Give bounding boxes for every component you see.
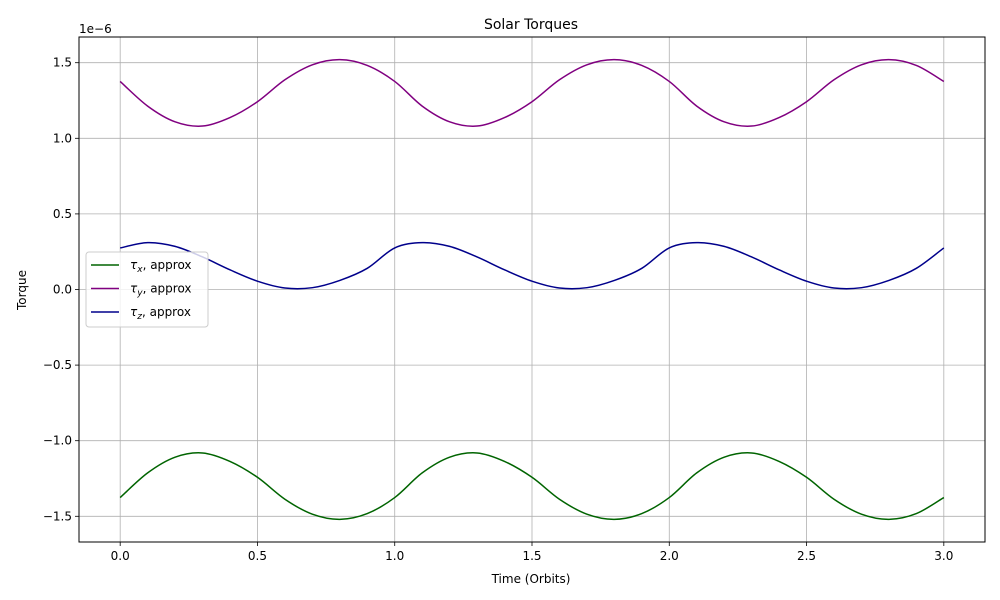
x-tick-label: 1.0 bbox=[385, 549, 404, 563]
legend-box bbox=[85, 251, 209, 328]
legend-label-y: τy, approx bbox=[130, 282, 192, 299]
series-line-y bbox=[119, 58, 945, 127]
y-tick-label: 0.5 bbox=[53, 207, 72, 221]
series-line-x bbox=[119, 452, 945, 521]
x-tick-label: 0.0 bbox=[111, 549, 130, 563]
x-axis-label: Time (Orbits) bbox=[491, 572, 571, 586]
y-tick-label: −0.5 bbox=[43, 358, 72, 372]
y-axis-label: Torque bbox=[15, 270, 29, 311]
y-offset-label: 1e−6 bbox=[79, 22, 112, 36]
x-tick-label: 2.5 bbox=[797, 549, 816, 563]
grid bbox=[79, 37, 985, 542]
series-line-z bbox=[120, 241, 945, 290]
x-tick-label: 1.5 bbox=[522, 549, 541, 563]
y-tick-label: 1.0 bbox=[53, 131, 72, 145]
x-tick-label: 2.0 bbox=[660, 549, 679, 563]
y-axis: −1.5 −1.0 −0.5 0.0 0.5 1.0 1.5 bbox=[43, 56, 79, 523]
x-tick-label: 0.5 bbox=[248, 549, 267, 563]
legend-label-z: τz, approx bbox=[130, 305, 191, 322]
series-layer bbox=[119, 58, 945, 521]
legend-label-x: τx, approx bbox=[130, 258, 192, 275]
x-axis: 0.0 0.5 1.0 1.5 2.0 2.5 3.0 bbox=[111, 542, 953, 563]
y-tick-label: −1.5 bbox=[43, 509, 72, 523]
y-tick-label: 1.5 bbox=[53, 56, 72, 70]
legend: τx, approx τy, approx τz, approx bbox=[85, 251, 209, 328]
chart-title: Solar Torques bbox=[484, 17, 578, 33]
x-tick-label: 3.0 bbox=[934, 549, 953, 563]
y-tick-label: −1.0 bbox=[43, 434, 72, 448]
y-tick-label: 0.0 bbox=[53, 283, 72, 297]
